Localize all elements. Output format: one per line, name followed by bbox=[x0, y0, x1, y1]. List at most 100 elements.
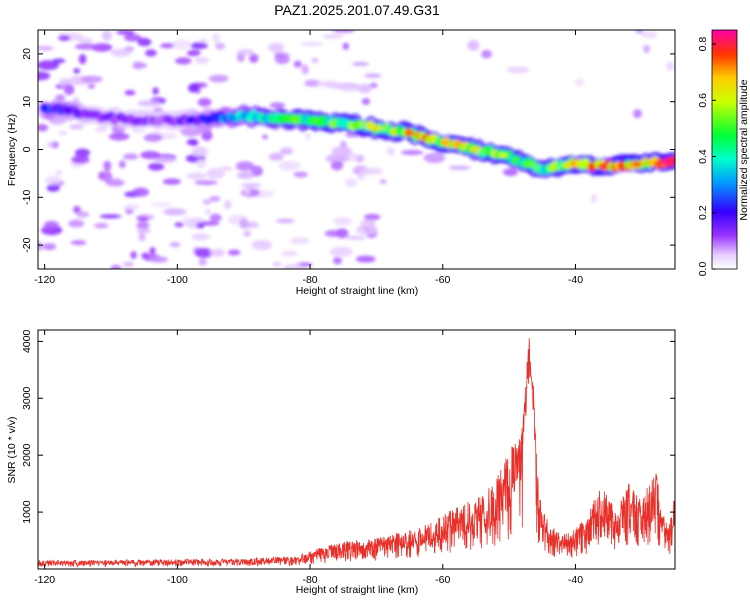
heatmap-cell bbox=[633, 109, 642, 119]
heatmap-cell bbox=[325, 153, 349, 164]
heatmap-cell bbox=[55, 169, 63, 176]
heatmap-cell bbox=[212, 33, 221, 44]
heatmap-cell bbox=[101, 30, 113, 41]
heatmap-cell bbox=[272, 261, 282, 267]
heatmap-cell bbox=[574, 78, 584, 86]
y-tick-label: 20 bbox=[21, 48, 33, 60]
heatmap-cell bbox=[209, 213, 222, 222]
heatmap-cell bbox=[160, 43, 175, 49]
heatmap-cell bbox=[145, 49, 157, 57]
heatmap-cell bbox=[343, 235, 367, 240]
heatmap-cell bbox=[188, 83, 199, 93]
heatmap-cell bbox=[71, 155, 90, 164]
heatmap-cell bbox=[95, 126, 108, 133]
heatmap-cell bbox=[108, 132, 130, 141]
heatmap-cell bbox=[331, 146, 353, 157]
heatmap-cell bbox=[58, 35, 71, 41]
x-tick-label: -40 bbox=[568, 574, 583, 586]
spectrogram-x-axis-title: Height of straight line (km) bbox=[296, 285, 419, 297]
heatmap-cell bbox=[76, 211, 90, 218]
heatmap-cell bbox=[68, 219, 85, 228]
heatmap-cell bbox=[78, 37, 93, 45]
heatmap-cell bbox=[136, 228, 151, 234]
spectrogram-heatmap bbox=[38, 30, 675, 269]
heatmap-cell bbox=[345, 178, 357, 188]
colorbar: 0.0 0.2 0.4 0.6 0.8 Normalized spectral ampl… bbox=[697, 29, 750, 276]
chart-title: PAZ1.2025.201.07.49.G31 bbox=[274, 2, 440, 18]
heatmap-cell bbox=[190, 42, 208, 50]
heatmap-cell bbox=[147, 162, 165, 171]
ridge-cell bbox=[670, 156, 675, 166]
heatmap-cell bbox=[311, 57, 319, 64]
spectrogram-y-axis-title: Frequency (Hz) bbox=[6, 114, 18, 186]
heatmap-cell bbox=[137, 37, 152, 47]
heatmap-cell bbox=[200, 221, 220, 226]
heatmap-cell bbox=[215, 42, 226, 50]
heatmap-cell bbox=[42, 243, 57, 251]
y-tick-label: -10 bbox=[21, 190, 33, 205]
heatmap-cell bbox=[38, 124, 49, 132]
heatmap-cell bbox=[149, 256, 169, 263]
heatmap-cell bbox=[118, 160, 126, 169]
heatmap-cell bbox=[201, 130, 213, 141]
x-tick-label: -40 bbox=[568, 274, 583, 286]
heatmap-cell bbox=[124, 34, 142, 42]
heatmap-cell bbox=[640, 31, 658, 39]
colorbar-ticks: 0.0 0.2 0.4 0.6 0.8 bbox=[697, 37, 716, 276]
heatmap-cell bbox=[279, 147, 294, 155]
heatmap-cell bbox=[110, 48, 131, 57]
heatmap-cell bbox=[45, 175, 62, 185]
heatmap-cell bbox=[38, 71, 51, 81]
heatmap-cell bbox=[304, 133, 312, 140]
heatmap-cell bbox=[140, 151, 161, 160]
heatmap-cell bbox=[186, 138, 199, 146]
heatmap-cell bbox=[195, 248, 213, 258]
heatmap-cell bbox=[332, 30, 355, 33]
heatmap-cell bbox=[269, 152, 284, 161]
heatmap-cell bbox=[503, 168, 518, 177]
heatmap-cell bbox=[74, 148, 91, 158]
heatmap-cell bbox=[87, 84, 96, 89]
heatmap-cell bbox=[208, 74, 229, 83]
heatmap-cell bbox=[186, 49, 201, 57]
heatmap-cell bbox=[153, 156, 177, 163]
heatmap-cell bbox=[330, 246, 353, 257]
heatmap-cell bbox=[73, 68, 81, 74]
heatmap-cell bbox=[49, 118, 66, 125]
ridge-peak bbox=[525, 162, 536, 167]
heatmap-cell bbox=[361, 98, 371, 105]
heatmap-cell bbox=[183, 216, 190, 226]
y-tick-label: 0 bbox=[21, 146, 33, 152]
heatmap-cell bbox=[103, 160, 112, 172]
heatmap-cell bbox=[209, 195, 221, 202]
heatmap-cell bbox=[304, 79, 321, 87]
heatmap-cell bbox=[194, 56, 210, 65]
heatmap-cell bbox=[78, 53, 87, 65]
x-tick-label: -60 bbox=[435, 574, 450, 586]
y-tick-label: 4000 bbox=[21, 330, 33, 354]
heatmap-cell bbox=[282, 264, 305, 269]
colorbar-tick-label: 0.8 bbox=[697, 37, 709, 52]
heatmap-cell bbox=[143, 133, 163, 142]
heatmap-cell bbox=[324, 230, 341, 237]
heatmap-cell bbox=[235, 161, 255, 172]
heatmap-cell bbox=[101, 171, 113, 182]
heatmap-cell bbox=[339, 87, 361, 92]
heatmap-cell bbox=[280, 250, 298, 257]
ridge-peak bbox=[597, 163, 608, 169]
heatmap-cell bbox=[369, 82, 378, 88]
heatmap-cell bbox=[330, 161, 344, 171]
heatmap-cell bbox=[149, 247, 156, 255]
heatmap-cell bbox=[666, 61, 674, 71]
heatmap-cell bbox=[386, 146, 395, 156]
x-tick-label: -80 bbox=[302, 574, 317, 586]
snr-y-axis-title: SNR (10 * v/v) bbox=[6, 416, 18, 483]
heatmap-cell bbox=[137, 100, 161, 107]
heatmap-cell bbox=[169, 242, 181, 248]
heatmap-cell bbox=[70, 240, 87, 246]
colorbar-tick-label: 0.6 bbox=[697, 93, 709, 108]
heatmap-cell bbox=[243, 230, 251, 237]
snr-panel: -120 -100 -80 -60 -40 1000 2000 3000 4000 Heigh… bbox=[6, 329, 676, 596]
